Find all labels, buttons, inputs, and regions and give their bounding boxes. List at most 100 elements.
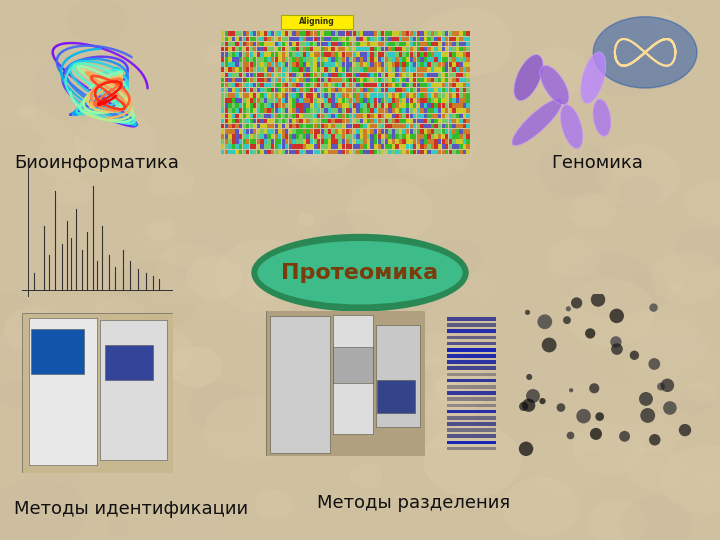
Bar — [413, 37, 416, 41]
Bar — [406, 109, 409, 113]
Bar — [395, 42, 399, 46]
Bar — [406, 83, 409, 87]
Ellipse shape — [251, 234, 469, 312]
Bar — [318, 47, 320, 51]
Bar — [459, 93, 463, 98]
Circle shape — [631, 318, 709, 376]
Bar — [377, 381, 415, 413]
Bar — [292, 93, 295, 98]
Bar — [449, 31, 452, 36]
Bar — [307, 144, 310, 149]
Bar — [243, 68, 246, 72]
Bar — [447, 391, 496, 395]
Bar — [428, 62, 431, 67]
Bar — [441, 47, 445, 51]
Bar — [243, 57, 246, 62]
Bar — [381, 134, 384, 139]
Bar — [257, 83, 260, 87]
Bar — [463, 78, 466, 82]
Bar — [406, 68, 409, 72]
Bar — [449, 134, 452, 139]
Bar — [239, 72, 242, 77]
Circle shape — [392, 356, 410, 369]
Bar — [300, 139, 302, 144]
Bar — [285, 103, 289, 108]
Bar — [431, 62, 434, 67]
Bar — [331, 103, 335, 108]
Bar — [282, 31, 285, 36]
Circle shape — [413, 332, 459, 367]
Bar — [449, 129, 452, 133]
Bar — [428, 42, 431, 46]
Bar — [267, 129, 271, 133]
Bar — [349, 98, 352, 103]
Bar — [364, 139, 366, 144]
Bar — [232, 150, 235, 154]
Circle shape — [315, 212, 387, 266]
Bar — [395, 72, 399, 77]
Bar — [278, 83, 282, 87]
Bar — [225, 31, 228, 36]
Bar — [346, 134, 349, 139]
Bar — [328, 134, 331, 139]
Bar — [410, 83, 413, 87]
Bar — [441, 68, 445, 72]
Bar — [456, 150, 459, 154]
Bar — [342, 52, 346, 57]
Bar — [467, 124, 469, 129]
Bar — [320, 124, 324, 129]
Bar — [463, 47, 466, 51]
Bar — [271, 139, 274, 144]
Bar — [374, 144, 377, 149]
Bar — [243, 88, 246, 92]
Bar — [410, 31, 413, 36]
Bar — [292, 72, 295, 77]
Bar — [267, 119, 271, 123]
Bar — [310, 52, 313, 57]
Bar — [303, 109, 306, 113]
Bar — [417, 47, 420, 51]
Bar — [431, 134, 434, 139]
Bar — [392, 119, 395, 123]
Bar — [274, 42, 278, 46]
Bar — [253, 134, 256, 139]
Bar — [349, 83, 352, 87]
Bar — [392, 88, 395, 92]
Bar — [441, 42, 445, 46]
Bar — [324, 52, 328, 57]
Bar — [406, 113, 409, 118]
Bar — [246, 93, 249, 98]
Bar — [250, 144, 253, 149]
Bar — [239, 93, 242, 98]
Bar — [221, 144, 225, 149]
Bar — [314, 62, 317, 67]
Bar — [320, 150, 324, 154]
Bar — [395, 78, 399, 82]
Bar — [296, 134, 299, 139]
Bar — [335, 144, 338, 149]
Text: Методы разделения: Методы разделения — [318, 494, 510, 512]
Bar — [235, 31, 238, 36]
Bar — [459, 134, 463, 139]
Point — [578, 412, 590, 421]
Bar — [232, 113, 235, 118]
Bar — [261, 98, 264, 103]
Bar — [410, 119, 413, 123]
Bar — [261, 150, 264, 154]
Bar — [367, 144, 370, 149]
Bar — [235, 47, 238, 51]
Bar — [307, 68, 310, 72]
Bar — [257, 129, 260, 133]
Bar — [228, 144, 232, 149]
Bar — [392, 72, 395, 77]
Bar — [310, 144, 313, 149]
Bar — [328, 119, 331, 123]
Bar — [434, 150, 438, 154]
Bar — [278, 93, 282, 98]
Bar — [349, 134, 352, 139]
Bar — [246, 52, 249, 57]
Bar — [356, 144, 359, 149]
Bar — [300, 103, 302, 108]
Bar — [320, 42, 324, 46]
Bar — [445, 31, 449, 36]
